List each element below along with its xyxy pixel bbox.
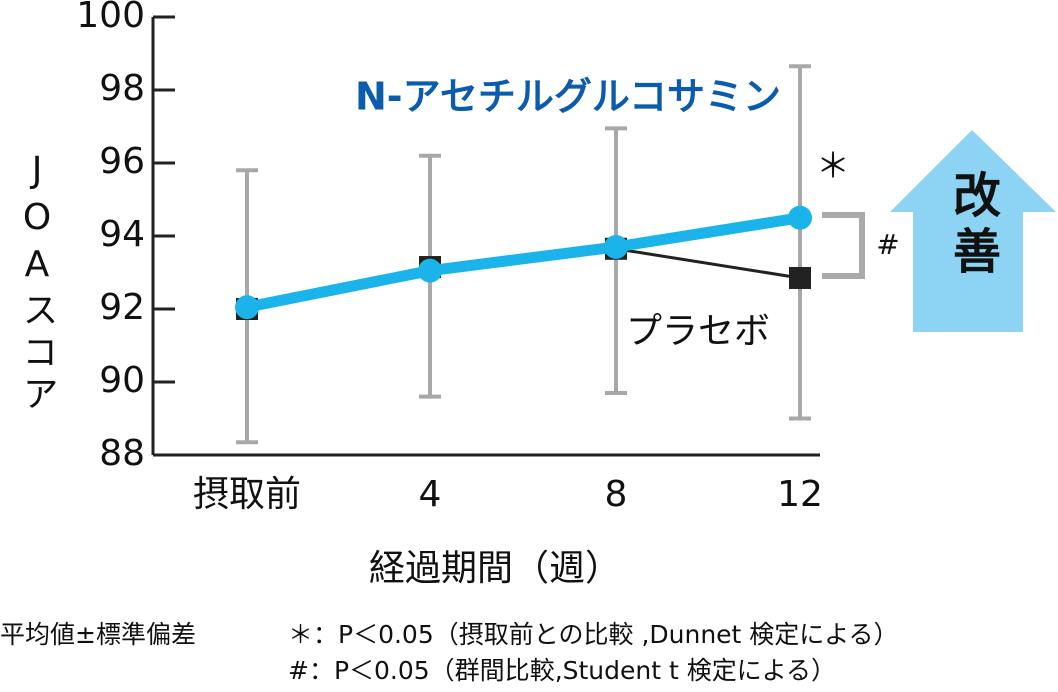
- error-bar: [605, 126, 627, 395]
- significance-mark: ＊: [816, 147, 850, 187]
- y-tick-label: 90: [99, 360, 145, 401]
- y-tick-label: 100: [76, 0, 145, 36]
- arrow-text: 改善: [944, 170, 1000, 282]
- x-axis-label: 経過期間（週）: [369, 548, 621, 589]
- point: [604, 234, 628, 259]
- point: [788, 205, 812, 230]
- footnote: 平均値±標準偏差: [0, 620, 196, 649]
- y-tick-label: 96: [99, 141, 145, 182]
- error-bar: [789, 64, 811, 421]
- arrow: [890, 130, 1056, 332]
- y-tick-label: 92: [99, 287, 145, 328]
- x-tick-label: 摂取前: [193, 474, 301, 515]
- footnote: #：P＜0.05（群間比較,Student t 検定による）: [288, 656, 836, 685]
- point: [789, 266, 811, 289]
- bracket: [822, 212, 865, 279]
- x-tick-label: 12: [777, 474, 823, 515]
- point: [235, 295, 259, 320]
- y-tick-label: 98: [99, 68, 145, 109]
- x-tick-label: 8: [605, 474, 628, 515]
- y-axis-label: JOAスコア: [17, 150, 58, 417]
- x-tick-label: 4: [419, 474, 442, 515]
- y-tick-label: 88: [99, 433, 145, 474]
- series-label: プラセボ: [626, 311, 770, 352]
- series-line: [245, 212, 801, 313]
- series-label: N-アセチルグルコサミン: [355, 75, 781, 119]
- y-tick-label: 94: [99, 214, 145, 255]
- point: [418, 258, 442, 283]
- group-mark: #: [876, 228, 899, 261]
- footnote: ＊：P＜0.05（摂取前との比較 ,Dunnet 検定による）: [288, 620, 899, 649]
